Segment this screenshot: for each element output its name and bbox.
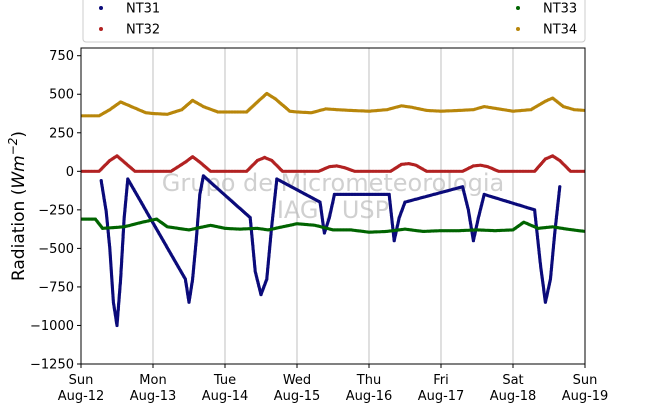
y-tick-label: −500 bbox=[38, 242, 74, 257]
y-axis-title-main: Radiation ( bbox=[9, 189, 29, 281]
x-tick-label: Sun Aug-12 bbox=[58, 373, 105, 404]
plot-frame bbox=[80, 47, 586, 365]
y-tick-label: −1000 bbox=[30, 319, 74, 334]
data-point bbox=[558, 185, 562, 189]
legend-label: NT31 bbox=[126, 2, 160, 17]
x-tick-date: Aug-14 bbox=[202, 389, 249, 404]
y-tick-label: 750 bbox=[49, 49, 74, 64]
legend-label: NT32 bbox=[126, 23, 160, 38]
x-tick-day: Sun bbox=[69, 373, 94, 388]
x-tick-day: Tue bbox=[213, 373, 236, 388]
x-tick-date: Aug-16 bbox=[346, 389, 393, 404]
legend-marker bbox=[99, 6, 103, 10]
x-tick-day: Fri bbox=[433, 373, 449, 388]
y-tick-label: 250 bbox=[49, 126, 74, 141]
grid-lines bbox=[152, 48, 514, 364]
x-tick-date: Aug-19 bbox=[562, 389, 609, 404]
series-nt33 bbox=[81, 217, 585, 234]
y-tick-label: −250 bbox=[38, 203, 74, 218]
x-tick-date: Aug-17 bbox=[418, 389, 465, 404]
legend-label: NT34 bbox=[543, 23, 577, 38]
x-tick-day: Wed bbox=[283, 373, 311, 388]
y-tick-label: 500 bbox=[49, 88, 74, 103]
series-nt31 bbox=[99, 174, 562, 328]
x-tick-label: Tue Aug-14 bbox=[202, 373, 249, 404]
x-tick-label: Thu Aug-16 bbox=[346, 373, 393, 404]
x-tick-day: Thu bbox=[356, 373, 381, 388]
y-axis-title: Radiation (Wm−2) bbox=[6, 131, 29, 281]
legend: NT31 NT32 NT33 NT34 bbox=[82, 0, 586, 43]
x-tick-date: Aug-13 bbox=[130, 389, 177, 404]
series-nt32 bbox=[81, 154, 585, 173]
y-tick-label: 0 bbox=[66, 165, 74, 180]
y-tick-label: −1250 bbox=[30, 358, 74, 373]
x-tick-date: Aug-15 bbox=[274, 389, 321, 404]
y-axis-title-unit: Wm bbox=[9, 155, 29, 188]
series-layer bbox=[81, 91, 585, 328]
legend-marker bbox=[516, 6, 520, 10]
y-axis: −1250 −1000 −750 −500 −250 0 250 500 750 bbox=[30, 49, 81, 373]
x-tick-label: Fri Aug-17 bbox=[418, 373, 465, 404]
legend-box bbox=[82, 0, 586, 43]
x-tick-label: Sun Aug-19 bbox=[562, 373, 609, 404]
x-tick-date: Aug-18 bbox=[490, 389, 537, 404]
y-tick-label: −750 bbox=[38, 280, 74, 295]
legend-label: NT33 bbox=[543, 2, 577, 17]
legend-marker bbox=[99, 27, 103, 31]
x-tick-label: Mon Aug-13 bbox=[130, 373, 177, 404]
y-axis-title-close: ) bbox=[9, 131, 29, 138]
x-tick-date: Aug-12 bbox=[58, 389, 105, 404]
y-axis-title-exp: −2 bbox=[6, 138, 20, 156]
x-tick-day: Sat bbox=[502, 373, 523, 388]
x-tick-day: Mon bbox=[139, 373, 166, 388]
series-nt34 bbox=[81, 91, 585, 118]
legend-marker bbox=[516, 27, 520, 31]
x-tick-day: Sun bbox=[573, 373, 598, 388]
x-tick-label: Sat Aug-18 bbox=[490, 373, 537, 404]
x-tick-label: Wed Aug-15 bbox=[274, 373, 321, 404]
